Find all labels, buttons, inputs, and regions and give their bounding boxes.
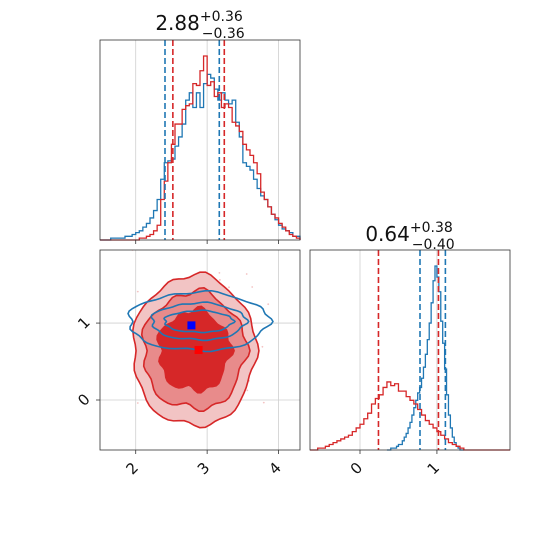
marginal-x-blue-series [100,73,301,241]
joint-sample-point [178,235,180,237]
joint-sample-point [136,402,139,404]
joint-marker-blue [187,321,196,330]
title-x-parameter: 2.88+0.36 −0.36 [155,9,244,42]
title-y-lower: −0.40 [412,237,455,253]
joint-blue-contour [127,289,274,353]
joint-sample-point [218,272,221,274]
title-y-value: 0.64 [365,222,410,246]
title-y-parameter: 0.64+0.38 −0.40 [365,220,454,253]
joint-y-tick-label: 0 [74,390,93,409]
marginal-y-tick-label: 0 [347,459,366,478]
joint-x-tick-label: 2 [122,459,141,478]
title-x-value: 2.88 [155,11,200,35]
joint-sample-point [261,345,264,348]
title-y-upper: +0.38 [410,220,453,236]
joint-blue-contour [163,309,237,334]
joint-blue-contour [150,301,250,342]
marginal-x-frame [99,39,301,241]
marginal-y-tick-label: 1 [424,459,443,478]
marginal-y-blue-series [386,265,464,451]
title-x-upper: +0.36 [200,9,243,25]
joint-plot-area [127,235,312,429]
joint-y-tick-label: 1 [74,313,93,332]
joint-sample-point [262,401,265,404]
joint-sample-point [219,279,221,281]
marginal-x-red-series [100,55,301,241]
joint-marker-red [194,346,203,354]
title-x-lower: −0.36 [202,26,245,42]
joint-sample-point [245,273,248,275]
joint-sample-point [246,389,249,392]
joint-sample-point [251,286,254,288]
marginal-y-red-series [310,381,510,451]
joint-contour-plot: 2 3 4 0 1 [74,235,312,478]
joint-sample-point [310,337,312,339]
joint-frame [99,249,301,451]
joint-sample-point [136,290,139,293]
joint-sample-point [228,286,230,289]
joint-sample-point [267,303,270,306]
joint-x-tick-label: 4 [265,459,284,478]
marginal-x-histogram [99,39,301,244]
marginal-y-frame [309,249,511,451]
joint-x-tick-label: 3 [194,459,213,478]
